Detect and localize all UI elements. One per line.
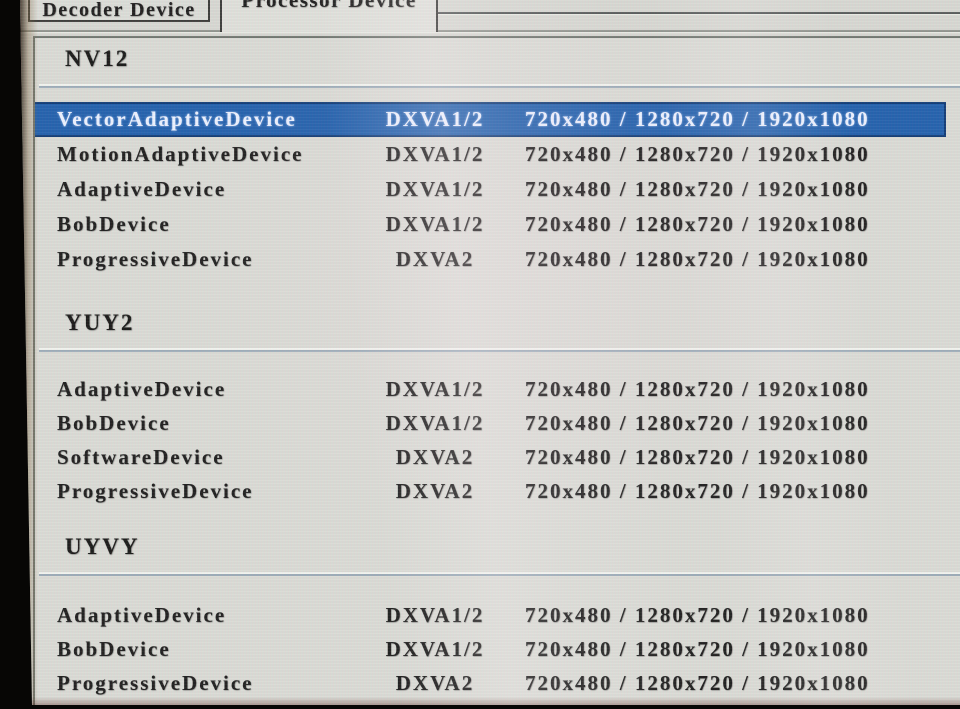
device-row[interactable]: BobDevice DXVA1/2 720x480 / 1280x720 / 1… [35,406,946,440]
device-name: AdaptiveDevice [57,376,227,401]
api-version: DXVA1/2 [385,212,485,236]
processor-device-list-panel: NV12 VectorAdaptiveDevice DXVA1/2 720x48… [33,36,960,705]
device-row[interactable]: AdaptiveDevice DXVA1/2 720x480 / 1280x72… [35,372,946,406]
section-yuy2: YUY2 AdaptiveDevice DXVA1/2 720x480 / 12… [35,310,960,508]
device-row[interactable]: SoftwareDevice DXVA2 720x480 / 1280x720 … [35,440,946,474]
supported-resolutions: 720x480 / 1280x720 / 1920x1080 [525,177,870,201]
supported-resolutions: 720x480 / 1280x720 / 1920x1080 [525,444,870,469]
api-version: DXVA1/2 [385,636,485,661]
api-version: DXVA2 [395,247,475,271]
device-row[interactable]: ProgressiveDevice DXVA2 720x480 / 1280x7… [35,474,946,508]
supported-resolutions: 720x480 / 1280x720 / 1920x1080 [525,212,870,236]
device-row-selected[interactable]: VectorAdaptiveDevice DXVA1/2 720x480 / 1… [35,102,946,137]
section-separator [39,348,960,352]
device-rows: VectorAdaptiveDevice DXVA1/2 720x480 / 1… [35,102,946,277]
section-separator [39,84,960,88]
device-name: AdaptiveDevice [57,177,227,201]
format-header-yuy2: YUY2 [65,310,135,335]
supported-resolutions: 720x480 / 1280x720 / 1920x1080 [525,410,870,435]
device-row[interactable]: MotionAdaptiveDevice DXVA1/2 720x480 / 1… [35,137,946,172]
api-version: DXVA2 [395,478,475,503]
device-name: ProgressiveDevice [57,670,254,695]
device-name: BobDevice [57,636,171,661]
device-row[interactable]: ProgressiveDevice DXVA2 720x480 / 1280x7… [35,666,946,700]
api-version: DXVA1/2 [385,376,485,401]
device-name: ProgressiveDevice [57,247,254,271]
api-version: DXVA2 [395,444,475,469]
device-name: BobDevice [57,410,171,435]
api-version: DXVA1/2 [385,410,485,435]
device-rows: AdaptiveDevice DXVA1/2 720x480 / 1280x72… [35,598,946,700]
tab-strip-baseline [20,30,960,33]
api-version: DXVA1/2 [385,107,485,131]
format-header-nv12: NV12 [65,46,130,71]
device-row[interactable]: BobDevice DXVA1/2 720x480 / 1280x720 / 1… [35,207,946,242]
api-version: DXVA1/2 [385,142,485,166]
supported-resolutions: 720x480 / 1280x720 / 1920x1080 [525,142,870,166]
device-name: VectorAdaptiveDevice [57,107,297,131]
section-nv12: NV12 VectorAdaptiveDevice DXVA1/2 720x48… [35,46,960,277]
device-name: AdaptiveDevice [57,602,227,627]
device-row[interactable]: AdaptiveDevice DXVA1/2 720x480 / 1280x72… [35,172,946,207]
device-name: BobDevice [57,212,171,236]
device-row[interactable]: ProgressiveDevice DXVA2 720x480 / 1280x7… [35,242,946,277]
tab-decoder-device[interactable]: Decoder Device [28,0,210,22]
supported-resolutions: 720x480 / 1280x720 / 1920x1080 [525,247,870,271]
tab-processor-device[interactable]: Processor Device [220,0,438,32]
api-version: DXVA1/2 [385,602,485,627]
device-row[interactable]: BobDevice DXVA1/2 720x480 / 1280x720 / 1… [35,632,946,666]
device-rows: AdaptiveDevice DXVA1/2 720x480 / 1280x72… [35,372,946,508]
section-uyvy: UYVY AdaptiveDevice DXVA1/2 720x480 / 12… [35,534,960,700]
device-name: MotionAdaptiveDevice [57,142,304,166]
format-header-uyvy: UYVY [65,534,140,559]
api-version: DXVA1/2 [385,177,485,201]
tab-strip-top-edge [437,12,960,15]
api-version: DXVA2 [395,670,475,695]
supported-resolutions: 720x480 / 1280x720 / 1920x1080 [525,478,870,503]
tab-label: Processor Device [241,0,417,12]
supported-resolutions: 720x480 / 1280x720 / 1920x1080 [525,107,870,131]
supported-resolutions: 720x480 / 1280x720 / 1920x1080 [525,636,870,661]
device-name: SoftwareDevice [57,444,225,469]
supported-resolutions: 720x480 / 1280x720 / 1920x1080 [525,376,870,401]
supported-resolutions: 720x480 / 1280x720 / 1920x1080 [525,670,870,695]
supported-resolutions: 720x480 / 1280x720 / 1920x1080 [525,602,870,627]
section-separator [39,572,960,576]
tab-label: Decoder Device [42,0,196,21]
device-row[interactable]: AdaptiveDevice DXVA1/2 720x480 / 1280x72… [35,598,946,632]
device-name: ProgressiveDevice [57,478,254,503]
